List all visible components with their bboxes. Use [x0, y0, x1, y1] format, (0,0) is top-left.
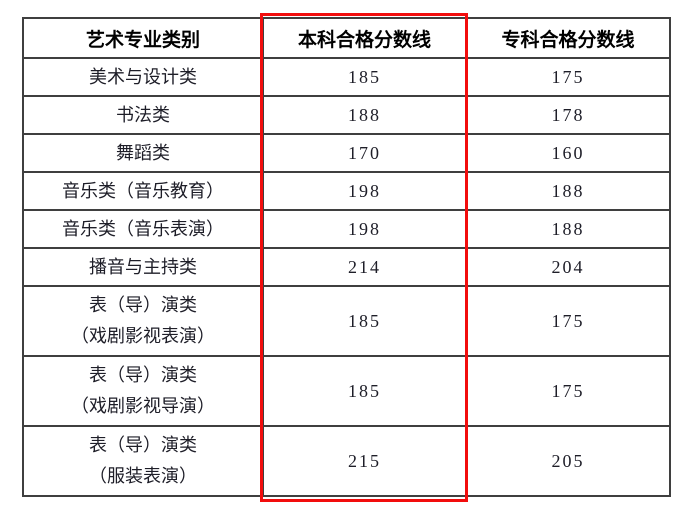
zhuanke-score-cell: 188	[465, 209, 671, 249]
zhuanke-score-cell: 188	[465, 171, 671, 211]
category-cell: 表（导）演类 （戏剧影视表演）	[22, 285, 264, 357]
benke-score-cell: 170	[262, 133, 467, 173]
score-table-header: 艺术专业类别 本科合格分数线 专科合格分数线	[22, 17, 671, 59]
category-cell: 舞蹈类	[22, 133, 264, 173]
zhuanke-score-cell: 175	[465, 285, 671, 357]
table-row: 表（导）演类 （服装表演） 215 205	[22, 425, 671, 497]
header-category: 艺术专业类别	[22, 17, 264, 59]
table-row: 表（导）演类 （戏剧影视导演） 185 175	[22, 355, 671, 427]
table-row: 播音与主持类 214 204	[22, 247, 671, 287]
category-cell: 音乐类（音乐教育）	[22, 171, 264, 211]
benke-score-cell: 185	[262, 57, 467, 97]
zhuanke-score-cell: 175	[465, 355, 671, 427]
zhuanke-score-cell: 205	[465, 425, 671, 497]
benke-score-cell: 185	[262, 355, 467, 427]
category-cell: 书法类	[22, 95, 264, 135]
zhuanke-score-cell: 204	[465, 247, 671, 287]
header-zhuanke-score: 专科合格分数线	[465, 17, 671, 59]
table-row: 舞蹈类 170 160	[22, 133, 671, 173]
header-benke-score: 本科合格分数线	[262, 17, 467, 59]
category-cell: 美术与设计类	[22, 57, 264, 97]
zhuanke-score-cell: 160	[465, 133, 671, 173]
category-cell: 表（导）演类 （戏剧影视导演）	[22, 355, 264, 427]
table-row: 表（导）演类 （戏剧影视表演） 185 175	[22, 285, 671, 357]
benke-score-cell: 214	[262, 247, 467, 287]
benke-score-cell: 185	[262, 285, 467, 357]
table-row: 书法类 188 178	[22, 95, 671, 135]
benke-score-cell: 198	[262, 209, 467, 249]
category-cell: 播音与主持类	[22, 247, 264, 287]
score-table-body: 美术与设计类 185 175 书法类 188 178 舞蹈类 170 160 音…	[22, 57, 671, 497]
benke-score-cell: 215	[262, 425, 467, 497]
table-row: 音乐类（音乐表演） 198 188	[22, 209, 671, 249]
score-table: 艺术专业类别 本科合格分数线 专科合格分数线 美术与设计类 185 175 书法…	[22, 17, 671, 497]
benke-score-cell: 198	[262, 171, 467, 211]
header-row: 艺术专业类别 本科合格分数线 专科合格分数线	[22, 17, 671, 59]
table-row: 美术与设计类 185 175	[22, 57, 671, 97]
table-row: 音乐类（音乐教育） 198 188	[22, 171, 671, 211]
zhuanke-score-cell: 175	[465, 57, 671, 97]
benke-score-cell: 188	[262, 95, 467, 135]
zhuanke-score-cell: 178	[465, 95, 671, 135]
category-cell: 音乐类（音乐表演）	[22, 209, 264, 249]
category-cell: 表（导）演类 （服装表演）	[22, 425, 264, 497]
